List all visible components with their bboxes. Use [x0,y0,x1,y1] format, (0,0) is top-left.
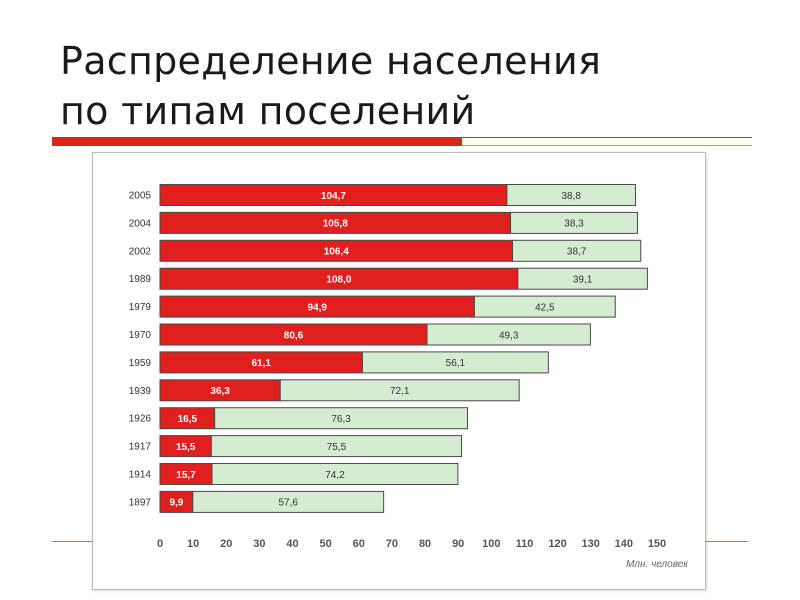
bar-segment-rural [426,323,591,346]
x-tick-label: 120 [548,538,566,550]
x-tick-label: 40 [286,538,298,550]
x-tick-label: 100 [482,538,500,550]
slide-title-line-2: по типам поселений [60,89,476,133]
bar-segment-rural [192,490,385,513]
y-tick-label: 1989 [129,274,152,285]
y-tick-label: 1939 [129,386,152,397]
data-label: 39,1 [573,275,593,286]
x-tick-label: 0 [157,538,163,550]
bar-segment-rural [517,267,648,290]
x-tick-label: 90 [452,538,464,550]
bar-segment-rural [211,463,459,485]
y-tick-label: 2004 [129,218,152,229]
slide-title: Распределение населения по типам поселен… [60,36,760,136]
bar-segment-rural [279,379,520,402]
x-tick-label: 80 [419,538,431,550]
y-tick-label: 1914 [129,470,152,481]
data-label: 9,9 [169,498,183,509]
data-label: 105,8 [323,219,348,230]
y-tick-label: 2005 [129,191,152,202]
x-tick-label: 150 [648,538,666,550]
data-label: 76,3 [331,414,351,425]
x-tick-label: 50 [320,538,332,550]
data-label: 108,0 [326,275,351,286]
bar-segment-rural [512,239,642,262]
x-tick-label: 140 [615,538,633,550]
x-tick-label: 30 [253,538,265,550]
x-axis-label: Млн. человек [626,559,689,570]
y-tick-label: 1959 [129,358,152,369]
x-tick-label: 70 [386,538,398,550]
chart-frame: 2005 104,7 38,8 2004 105,8 38,3 2002 106,4 38,7 1… [92,152,706,590]
bar-segment-rural [210,435,463,458]
data-label: 94,9 [307,302,327,313]
x-tick-label: 110 [516,538,534,550]
data-label: 38,8 [561,191,581,202]
data-label: 104,7 [321,191,346,202]
data-label: 74,2 [325,470,345,481]
y-tick-label: 2002 [129,246,152,257]
slide-title-line-1: Распределение населения [60,39,602,83]
decorative-line-right [704,541,748,542]
data-label: 15,7 [176,470,196,481]
data-label: 38,7 [567,247,587,258]
data-label: 80,6 [284,330,304,341]
data-label: 57,6 [278,498,298,509]
data-label: 42,5 [535,302,555,313]
title-underline-thin [462,137,752,138]
y-tick-label: 1970 [129,330,152,341]
y-tick-label: 1926 [129,414,152,425]
decorative-line-left [52,541,92,542]
bar-segment-rural [510,211,638,234]
x-tick-label: 20 [220,538,232,550]
data-label: 106,4 [324,247,349,258]
title-underline-thick [52,137,462,146]
data-label: 15,5 [176,442,196,453]
bar-segment-rural [361,351,549,374]
y-tick-label: 1979 [129,302,152,313]
bar-segment-rural [506,184,636,206]
stacked-bar-chart: 2005 104,7 38,8 2004 105,8 38,3 2002 106,4 38,7 1… [129,184,689,570]
x-tick-label: 130 [582,538,600,550]
y-tick-label: 1917 [129,442,152,453]
x-tick-label: 60 [353,538,365,550]
y-tick-label: 1897 [129,497,152,508]
data-label: 72,1 [390,386,410,397]
x-tick-label: 10 [187,538,199,550]
data-label: 38,3 [564,219,584,230]
data-label: 16,5 [178,414,198,425]
bar-segment-rural [214,407,468,430]
data-label: 56,1 [446,358,466,369]
bar-segment-rural [473,295,616,318]
data-label: 36,3 [210,386,230,397]
data-label: 49,3 [499,330,519,341]
data-label: 61,1 [251,358,271,369]
title-underline-thin-2 [462,145,752,146]
data-label: 75,5 [327,442,347,453]
